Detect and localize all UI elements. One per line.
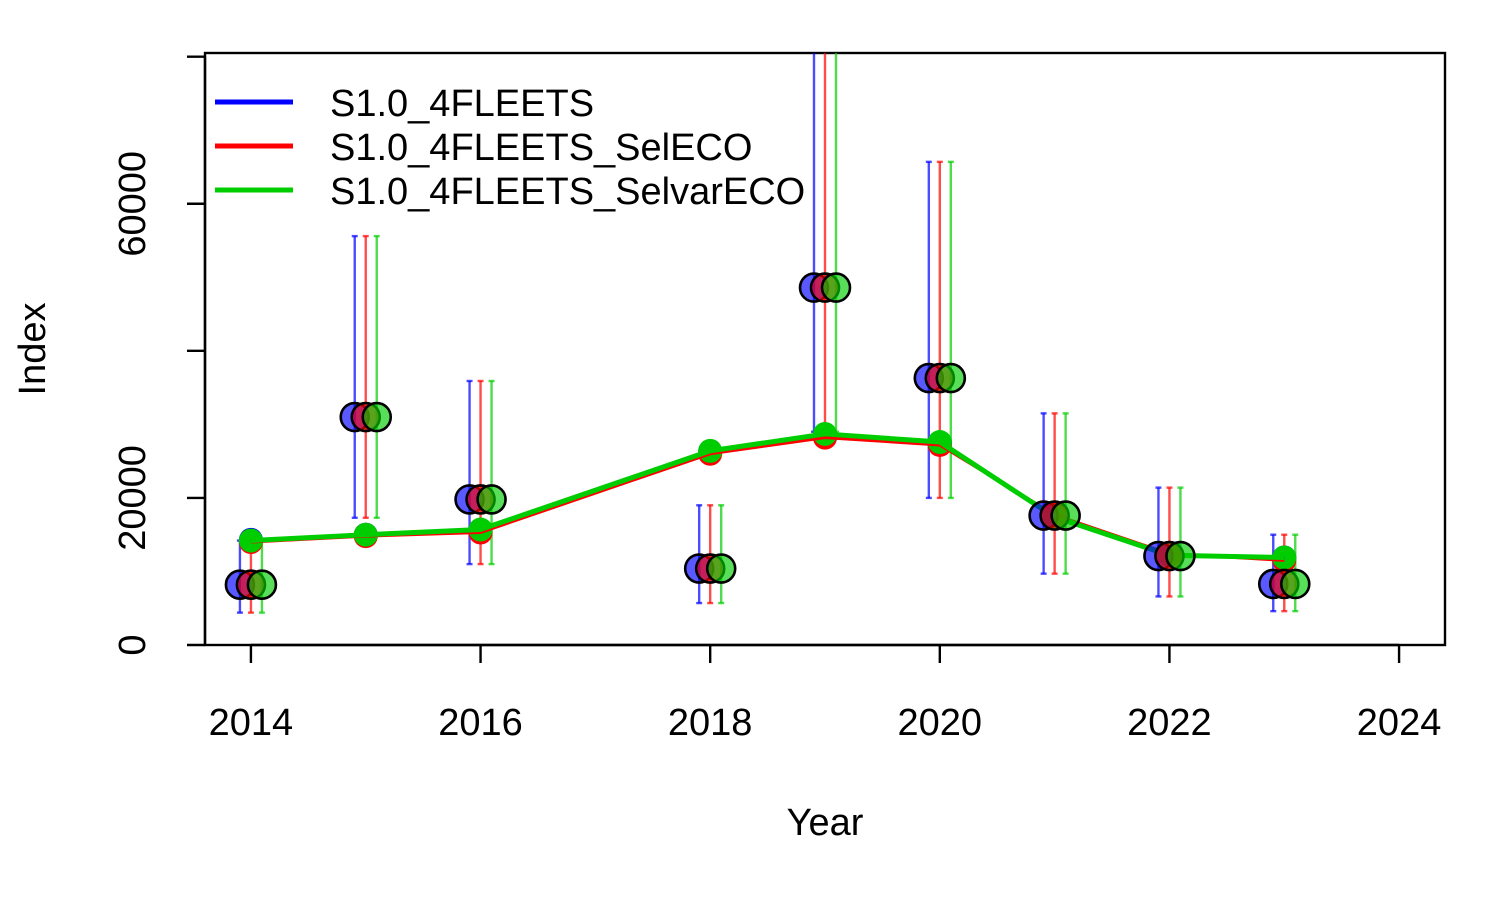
observed-point — [246, 569, 278, 600]
observed-point — [705, 553, 737, 584]
x-axis-title: Year — [787, 802, 864, 844]
x-tick-label: 2020 — [898, 702, 983, 744]
legend-label: S1.0_4FLEETS_SelvarECO — [330, 171, 805, 213]
y-tick-label: 60000 — [112, 151, 154, 257]
x-tick-label: 2024 — [1357, 702, 1442, 744]
y-tick-label: 20000 — [112, 445, 154, 551]
legend-label: S1.0_4FLEETS — [330, 83, 594, 125]
observed-point — [935, 362, 967, 394]
legend-label: S1.0_4FLEETS_SelECO — [330, 127, 752, 169]
observed-point — [476, 484, 507, 515]
x-tick-label: 2018 — [668, 702, 753, 744]
y-tick-label: 0 — [112, 634, 154, 655]
legend: S1.0_4FLEETSS1.0_4FLEETS_SelECOS1.0_4FLE… — [215, 83, 805, 213]
observed-point — [820, 272, 852, 303]
observed-point — [1165, 540, 1196, 572]
observed-point — [1050, 500, 1081, 531]
observed-point — [1279, 568, 1311, 600]
series-line — [250, 431, 1285, 560]
x-tick-label: 2014 — [209, 702, 294, 744]
y-axis-title: Index — [12, 303, 54, 396]
x-tick-label: 2022 — [1127, 702, 1212, 744]
observed-point — [361, 401, 393, 433]
x-tick-label: 2016 — [438, 702, 523, 744]
